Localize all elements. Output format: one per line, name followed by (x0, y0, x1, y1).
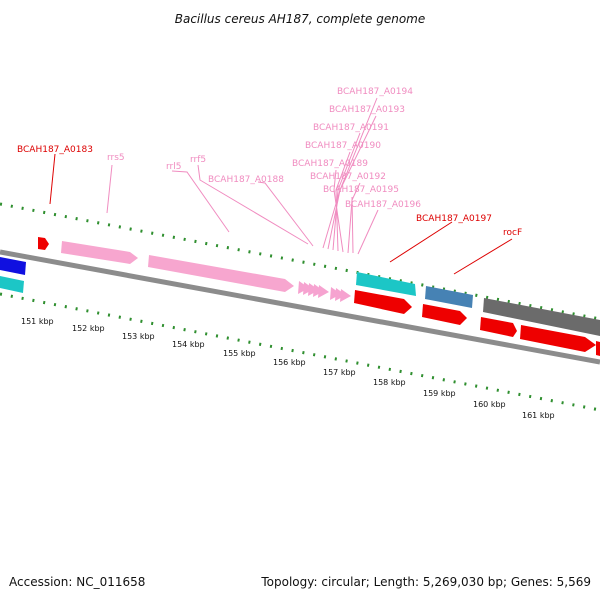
cyan-cds[interactable] (0, 276, 24, 293)
label-BCAH187_A0193: BCAH187_A0193 (329, 105, 405, 115)
label-BCAH187_A0190: BCAH187_A0190 (305, 141, 381, 151)
scale-label-152: 152 kbp (72, 324, 105, 333)
trna-cluster[interactable] (298, 281, 351, 302)
gene-BCAH187_A0183[interactable] (38, 237, 49, 250)
label-rrs5: rrs5 (107, 153, 125, 163)
label-BCAH187_A0192: BCAH187_A0192 (310, 172, 386, 182)
scale-label-153: 153 kbp (122, 332, 155, 341)
scale-label-151: 151 kbp (21, 317, 54, 326)
label-BCAH187_A0197: BCAH187_A0197 (416, 214, 492, 224)
scale-label-160: 160 kbp (473, 400, 506, 409)
label-leaders (49, 97, 513, 275)
scale-label-159: 159 kbp (423, 389, 456, 398)
scale-label-157: 157 kbp (323, 368, 356, 377)
red-cds-5[interactable] (596, 341, 600, 356)
label-BCAH187_A0194: BCAH187_A0194 (337, 87, 413, 97)
label-BCAH187_A0196: BCAH187_A0196 (345, 200, 421, 210)
red-cds-2[interactable] (422, 304, 467, 325)
red-cds-3[interactable] (480, 317, 517, 337)
gene-rocF-fwd[interactable] (425, 286, 473, 308)
label-BCAH187_A0188: BCAH187_A0188 (208, 175, 284, 185)
gene-rrl5[interactable] (148, 255, 294, 292)
genome-backbone (0, 249, 600, 365)
map-title: Bacillus cereus AH187, complete genome (175, 12, 425, 26)
scale-label-154: 154 kbp (172, 340, 205, 349)
scale-label-156: 156 kbp (273, 358, 306, 367)
scale-label-158: 158 kbp (373, 378, 406, 387)
red-cds-1[interactable] (354, 290, 412, 314)
genome-summary: Topology: circular; Length: 5,269,030 bp… (260, 575, 591, 589)
scale-label-155: 155 kbp (223, 349, 256, 358)
gray-cds[interactable] (483, 298, 600, 336)
scale-label-161: 161 kbp (522, 411, 555, 420)
gene-BCAH187_A0197-fwd[interactable] (356, 272, 416, 296)
label-rrf5: rrf5 (190, 155, 206, 165)
gene-rrs5[interactable] (61, 241, 138, 264)
label-BCAH187_A0183: BCAH187_A0183 (17, 145, 93, 155)
accession-label: Accession: NC_011658 (9, 575, 145, 589)
label-rocF: rocF (503, 228, 522, 238)
red-cds-4[interactable] (520, 325, 596, 352)
label-BCAH187_A0189: BCAH187_A0189 (292, 159, 368, 169)
label-BCAH187_A0191: BCAH187_A0191 (313, 123, 389, 133)
blue-cds[interactable] (0, 257, 26, 275)
upper-tick-row (0, 202, 600, 321)
label-rrl5: rrl5 (166, 162, 181, 172)
label-BCAH187_A0195: BCAH187_A0195 (323, 185, 399, 195)
